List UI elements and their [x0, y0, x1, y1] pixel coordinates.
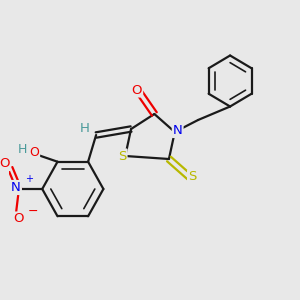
Text: −: − [28, 205, 38, 218]
Text: O: O [29, 146, 39, 159]
Text: S: S [118, 149, 127, 163]
Text: H: H [18, 143, 27, 156]
Text: +: + [25, 173, 33, 184]
Text: O: O [132, 83, 142, 97]
Text: H: H [80, 122, 89, 136]
Text: O: O [14, 212, 24, 226]
Text: O: O [0, 157, 10, 170]
Text: N: N [11, 181, 21, 194]
Text: N: N [173, 124, 182, 137]
Text: S: S [188, 170, 196, 184]
